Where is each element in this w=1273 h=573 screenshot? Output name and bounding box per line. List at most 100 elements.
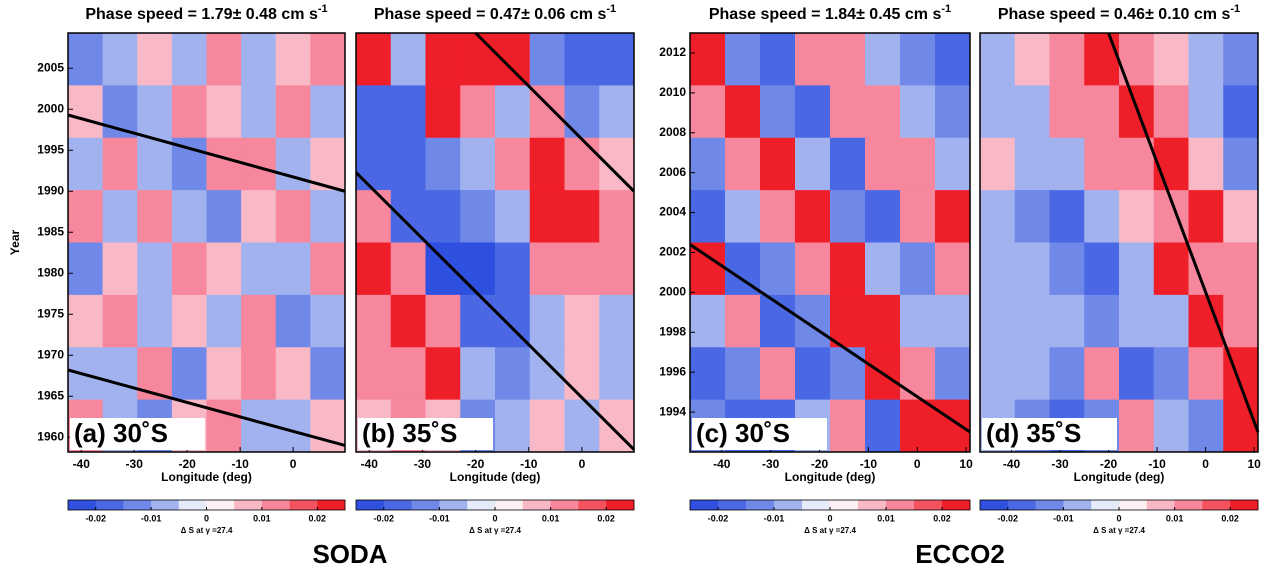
- y-tick-label: 1965: [37, 388, 64, 402]
- heatmap-cell: [275, 190, 311, 243]
- heatmap-cell: [425, 33, 461, 86]
- heatmap-cell: [725, 137, 761, 191]
- colorbar-swatch: [1063, 500, 1092, 510]
- heatmap-cell: [206, 137, 242, 191]
- heatmap-cell: [564, 242, 600, 296]
- heatmap-cell: [725, 33, 761, 86]
- heatmap-cell: [725, 294, 761, 348]
- heatmap-cell: [171, 190, 207, 243]
- colorbar-swatch: [522, 500, 551, 510]
- heatmap-cell: [760, 347, 796, 401]
- x-tick-label: 0: [579, 457, 586, 471]
- group-label: SODA: [312, 539, 387, 569]
- y-tick-label: 1995: [37, 142, 64, 156]
- heatmap-cell: [1119, 242, 1155, 296]
- heatmap-cell: [690, 137, 726, 191]
- heatmap-cell: [725, 85, 761, 139]
- heatmap-cell: [241, 294, 277, 348]
- colorbar-swatch: [383, 500, 412, 510]
- heatmap-cell: [310, 33, 346, 86]
- x-axis-label: Longitude (deg): [785, 470, 876, 484]
- heatmap-cell: [980, 85, 1016, 139]
- x-tick-label: 0: [914, 457, 921, 471]
- plot-frame: [355, 32, 635, 453]
- heatmap-cell: [900, 242, 936, 296]
- heatmap-cell: [795, 294, 831, 348]
- heatmap-cell: [900, 85, 936, 139]
- heatmap-cell: [241, 33, 277, 86]
- panel-title: Phase speed = 0.47± 0.06 cm s-1: [374, 3, 616, 23]
- colorbar-tick-label: -0.02: [85, 513, 106, 523]
- heatmap-cell: [310, 85, 346, 139]
- heatmap-cell: [460, 85, 496, 139]
- panel-label: (d) 35˚S: [986, 418, 1081, 448]
- x-tick-label: -30: [414, 457, 432, 471]
- heatmap-cell: [102, 347, 138, 401]
- panel-label: (b) 35˚S: [362, 418, 457, 448]
- colorbar-tick-label: 0.02: [933, 513, 951, 523]
- y-tick-label: 1990: [37, 183, 64, 197]
- heatmap-cell: [865, 33, 901, 86]
- heatmap-cell: [1188, 347, 1224, 401]
- heatmap-cell: [1188, 399, 1224, 453]
- heatmap-cell: [1049, 85, 1085, 139]
- heatmap-cell: [599, 347, 635, 401]
- heatmap-cell: [980, 294, 1016, 348]
- heatmap-cell: [68, 242, 104, 296]
- colorbar-swatch: [578, 500, 607, 510]
- heatmap-cell: [390, 137, 426, 191]
- title-superscript: -1: [606, 3, 616, 15]
- heatmap-cell: [390, 242, 426, 296]
- heatmap-cell: [830, 347, 866, 401]
- heatmap-cell: [725, 347, 761, 401]
- colorbar-tick-label: -0.01: [764, 513, 785, 523]
- heatmap-cell: [68, 294, 104, 348]
- heatmap-cell: [206, 399, 242, 453]
- heatmap-cell: [460, 137, 496, 191]
- colorbar-tick-label: -0.01: [1053, 513, 1074, 523]
- heatmap-cell: [1223, 33, 1259, 86]
- colorbar-tick-label: 0.02: [597, 513, 615, 523]
- heatmap-cell: [460, 33, 496, 86]
- heatmap-cell: [935, 242, 971, 296]
- heatmap-cell: [830, 85, 866, 139]
- heatmap-cell: [68, 85, 104, 139]
- heatmap-cell: [68, 137, 104, 191]
- heatmap-cell: [795, 85, 831, 139]
- heatmap-cell: [1188, 137, 1224, 191]
- y-tick-label: 1970: [37, 347, 64, 361]
- heatmap-cell: [1119, 190, 1155, 243]
- colorbar-swatch: [234, 500, 263, 510]
- heatmap-cell: [599, 85, 635, 139]
- heatmap-cell: [599, 294, 635, 348]
- heatmap-cell: [1119, 347, 1155, 401]
- phase-line: [67, 368, 346, 447]
- heatmap-cell: [495, 347, 531, 401]
- heatmap-cell: [1119, 294, 1155, 348]
- heatmap-cell: [830, 242, 866, 296]
- heatmap-cell: [495, 137, 531, 191]
- x-tick-label: -10: [520, 457, 538, 471]
- x-tick-label: 10: [959, 457, 973, 471]
- x-tick-label: -40: [361, 457, 379, 471]
- heatmap-cell: [1084, 33, 1120, 86]
- colorbar-swatch: [151, 500, 180, 510]
- heatmap-cell: [171, 242, 207, 296]
- heatmap-cell: [275, 85, 311, 139]
- heatmap-cell: [690, 347, 726, 401]
- colorbar-swatch: [261, 500, 290, 510]
- title-superscript: -1: [941, 3, 951, 15]
- heatmap-cell: [795, 33, 831, 86]
- heatmap-cell: [795, 137, 831, 191]
- x-tick-label: -10: [1148, 457, 1166, 471]
- heatmap-cell: [1049, 242, 1085, 296]
- x-tick-label: -20: [811, 457, 829, 471]
- heatmap-cell: [425, 294, 461, 348]
- heatmap-cell: [1119, 399, 1155, 453]
- colorbar-swatch: [289, 500, 318, 510]
- heatmap-cell: [564, 294, 600, 348]
- heatmap-cell: [390, 33, 426, 86]
- heatmap-cell: [275, 33, 311, 86]
- colorbar-swatch: [178, 500, 207, 510]
